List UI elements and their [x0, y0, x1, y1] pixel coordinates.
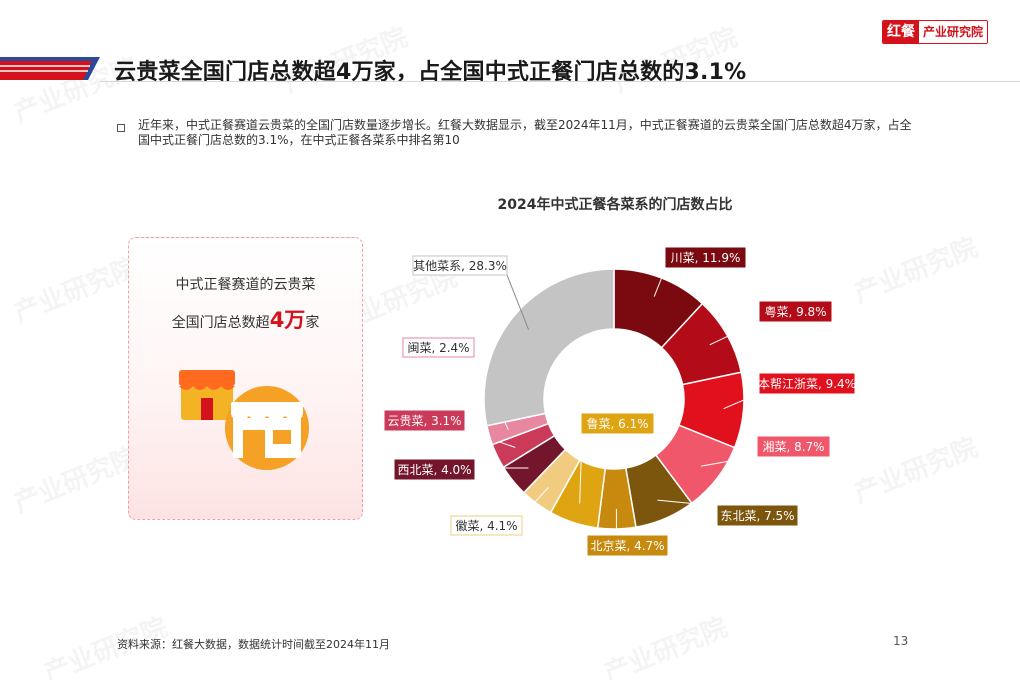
leader-line-东北菜 — [657, 499, 719, 507]
page-title: 云贵菜全国门店总数超4万家，占全国中式正餐门店总数的3.1% — [114, 60, 747, 85]
label-box-闽菜 — [402, 337, 475, 358]
page-number: 13 — [893, 634, 909, 648]
intro-paragraph: 近年来，中式正餐赛道云贵菜的全国门店数量逐步增长。红餐大数据显示，截至2024年… — [138, 118, 912, 147]
bullet-square-icon — [117, 124, 125, 132]
label-box-粤菜 — [759, 301, 832, 322]
data-label-西北菜: 西北菜, 4.0% — [397, 463, 471, 477]
brand-text: 产业研究院 — [919, 21, 988, 43]
header-stripe — [0, 57, 100, 80]
card-line1: 中式正餐赛道的云贵菜 — [175, 277, 316, 293]
data-label-鲁菜: 鲁菜, 6.1% — [586, 417, 648, 431]
label-box-其他菜系 — [412, 255, 508, 276]
leader-line-湘菜 — [701, 455, 759, 467]
label-box-湘菜 — [757, 436, 830, 457]
leader-line-其他菜系 — [506, 274, 530, 330]
label-box-云贵菜 — [384, 410, 465, 431]
data-label-粤菜: 粤菜, 9.8% — [764, 304, 826, 319]
label-box-本帮江浙菜 — [759, 373, 855, 394]
store-icon-large — [225, 386, 309, 470]
leader-line-徽菜 — [521, 487, 549, 517]
title-divider — [100, 81, 1020, 82]
store-icon-small — [179, 370, 235, 420]
data-label-东北菜: 东北菜, 7.5% — [720, 509, 794, 523]
label-box-北京菜 — [587, 535, 668, 556]
data-label-本帮江浙菜: 本帮江浙菜, 9.4% — [758, 377, 856, 391]
donut-slice-其他菜系 — [483, 268, 615, 427]
store-icon — [179, 370, 309, 470]
leader-line-鲁菜 — [579, 432, 583, 504]
leader-line-粤菜 — [709, 320, 761, 346]
data-label-其他菜系: 其他菜系, 28.3% — [413, 259, 507, 273]
data-source: 资料来源：红餐大数据，数据统计时间截至2024年11月 — [117, 638, 390, 651]
card-line2: 全国门店总数超4万家 — [129, 304, 362, 334]
label-box-徽菜 — [450, 515, 523, 536]
data-label-湘菜: 湘菜, 8.7% — [762, 439, 824, 454]
data-label-川菜: 川菜, 11.9% — [671, 251, 741, 265]
card-prefix: 全国门店总数超 — [171, 315, 270, 331]
data-label-北京菜: 北京菜, 4.7% — [590, 539, 664, 553]
card-suffix: 家 — [305, 315, 320, 331]
brand-logo: 红餐 产业研究院 — [882, 20, 989, 44]
chart-title: 2024年中式正餐各菜系的门店数占比 — [497, 197, 733, 213]
card-number: 4万 — [269, 308, 306, 332]
brand-mark: 红餐 — [883, 21, 919, 43]
label-box-东北菜 — [717, 505, 798, 526]
label-box-西北菜 — [394, 459, 475, 480]
leader-line-川菜 — [653, 266, 667, 297]
highlight-card: 中式正餐赛道的云贵菜 全国门店总数超4万家 — [128, 237, 363, 520]
data-label-徽菜: 徽菜, 4.1% — [455, 518, 517, 533]
data-label-闽菜: 闽菜, 2.4% — [407, 341, 469, 355]
leader-line-本帮江浙菜 — [723, 392, 761, 410]
data-label-云贵菜: 云贵菜, 3.1% — [387, 414, 461, 428]
label-box-鲁菜 — [581, 413, 654, 434]
label-box-川菜 — [665, 247, 746, 268]
